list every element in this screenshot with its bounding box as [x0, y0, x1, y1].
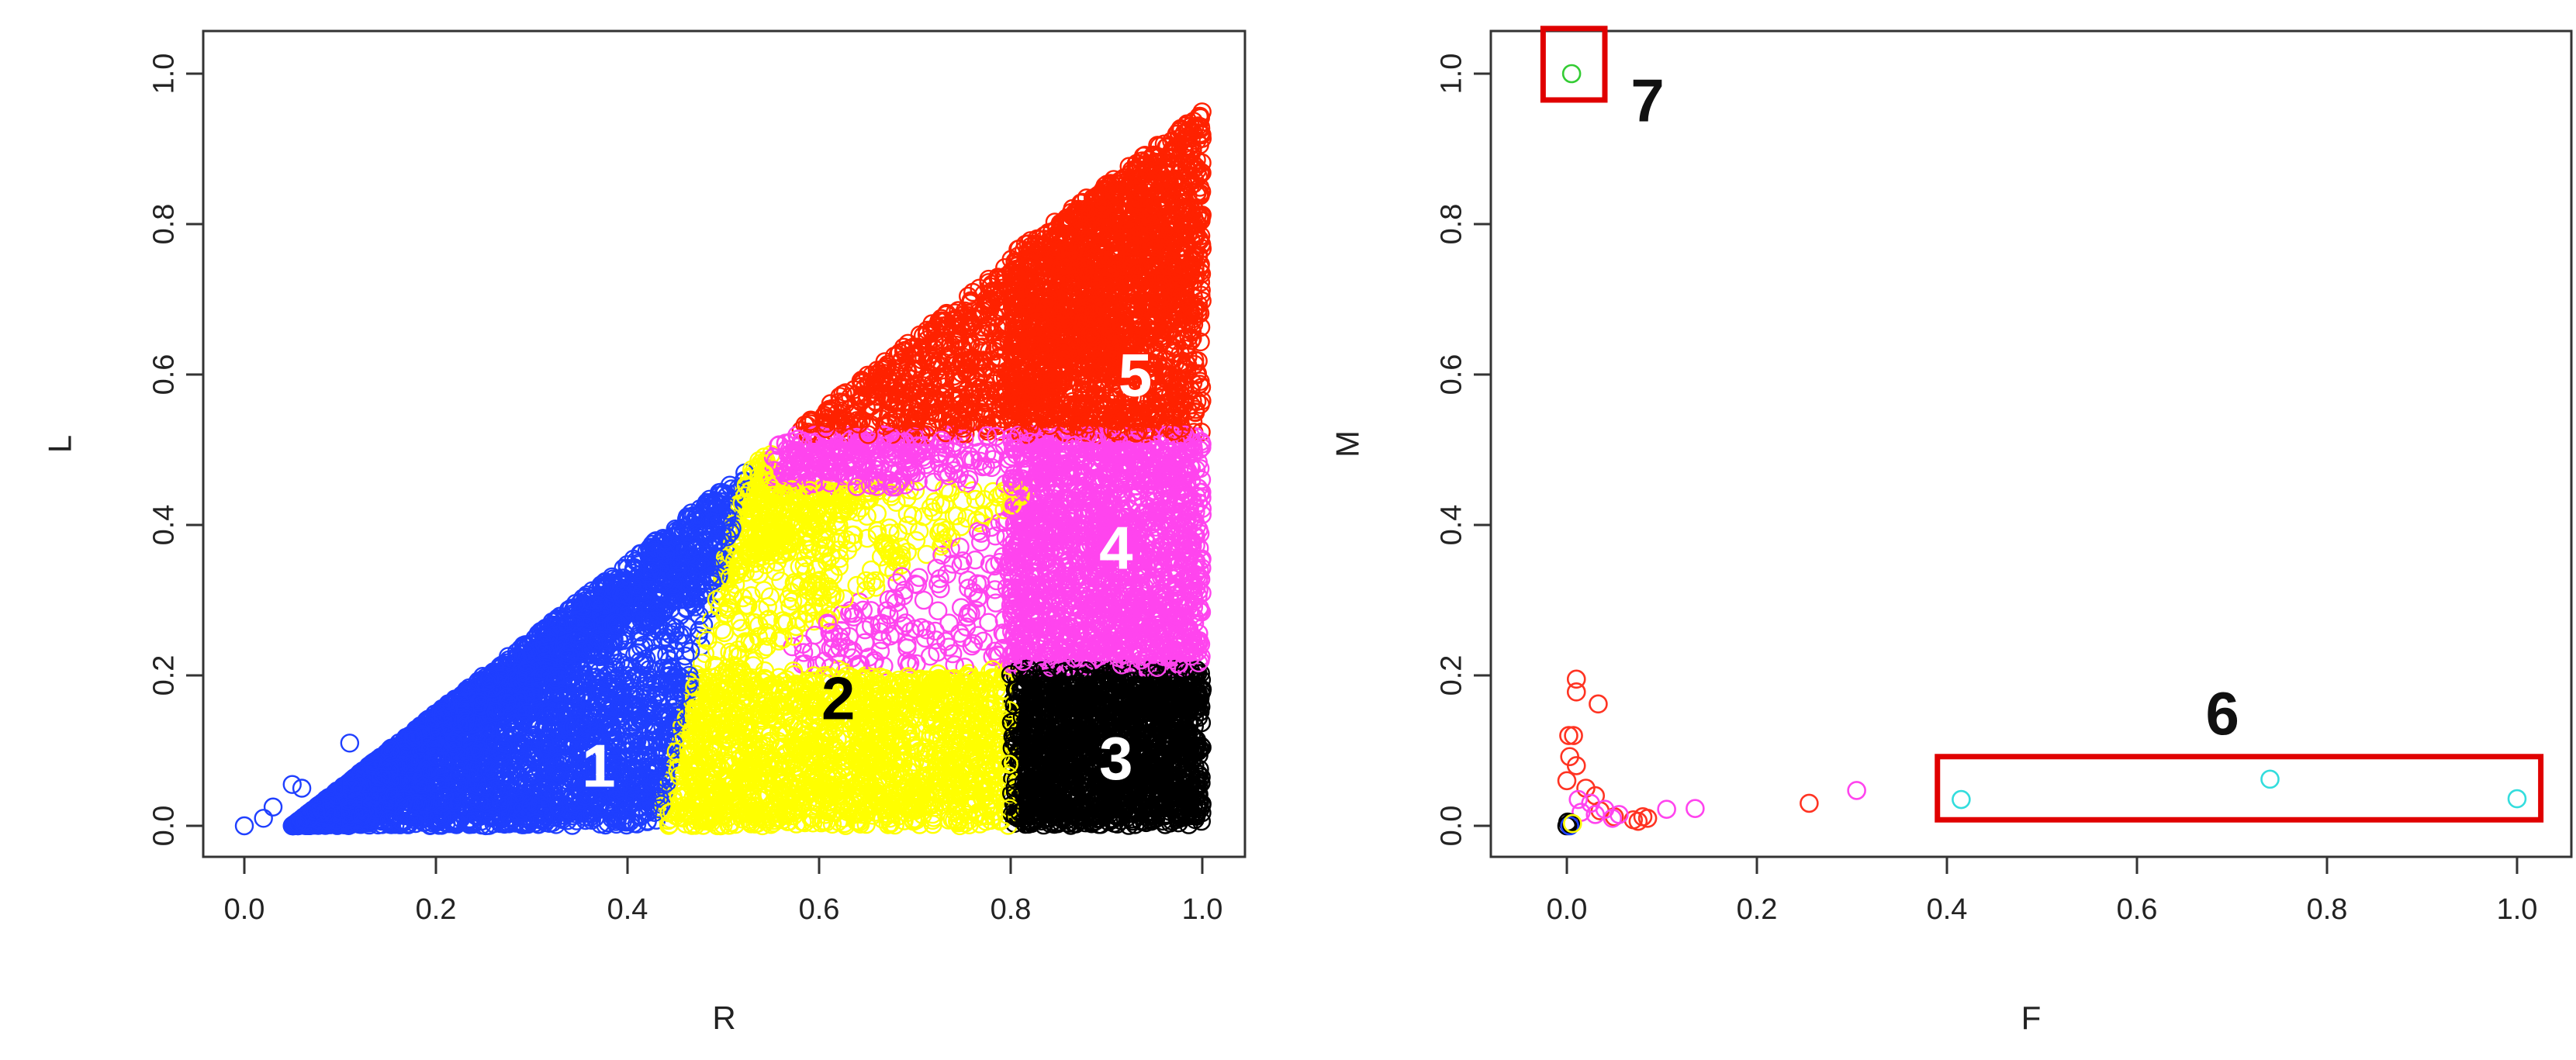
left-x-tick-label: 0.8 [991, 893, 1032, 926]
left-y-tick-label: 0.6 [147, 354, 180, 395]
left-y-tick-label: 0.0 [147, 806, 180, 847]
left-x-tick-label: 0.0 [224, 893, 265, 926]
left-y-tick-label: 0.2 [147, 655, 180, 696]
left-y-tick-label: 1.0 [147, 54, 180, 95]
left-x-tick-label: 0.4 [607, 893, 648, 926]
left-y-axis-label: L [42, 435, 78, 453]
left-scatter-plot: 0.0 0.2 0.4 0.6 0.8 1.00.00.20.40.60.81.0RL12… [42, 29, 1247, 1036]
left-y-tick-label: 0.4 [147, 505, 180, 546]
point-cluster-4 [928, 601, 948, 620]
point-cluster-2 [695, 644, 714, 663]
left-x-axis-label: R [712, 1000, 735, 1036]
point-cluster-4 [939, 613, 959, 633]
left-x-tick-label: 1.0 [1182, 893, 1223, 926]
point-cluster-5 [949, 301, 968, 320]
left-x-tick-label: 0.2 [416, 893, 457, 926]
point-cluster-2 [861, 560, 881, 580]
point-cluster-2 [953, 491, 973, 510]
left-plot-frame [202, 29, 1247, 858]
left-x-tick-label: 0.6 [799, 893, 840, 926]
left-y-tick-label: 0.8 [147, 204, 180, 245]
